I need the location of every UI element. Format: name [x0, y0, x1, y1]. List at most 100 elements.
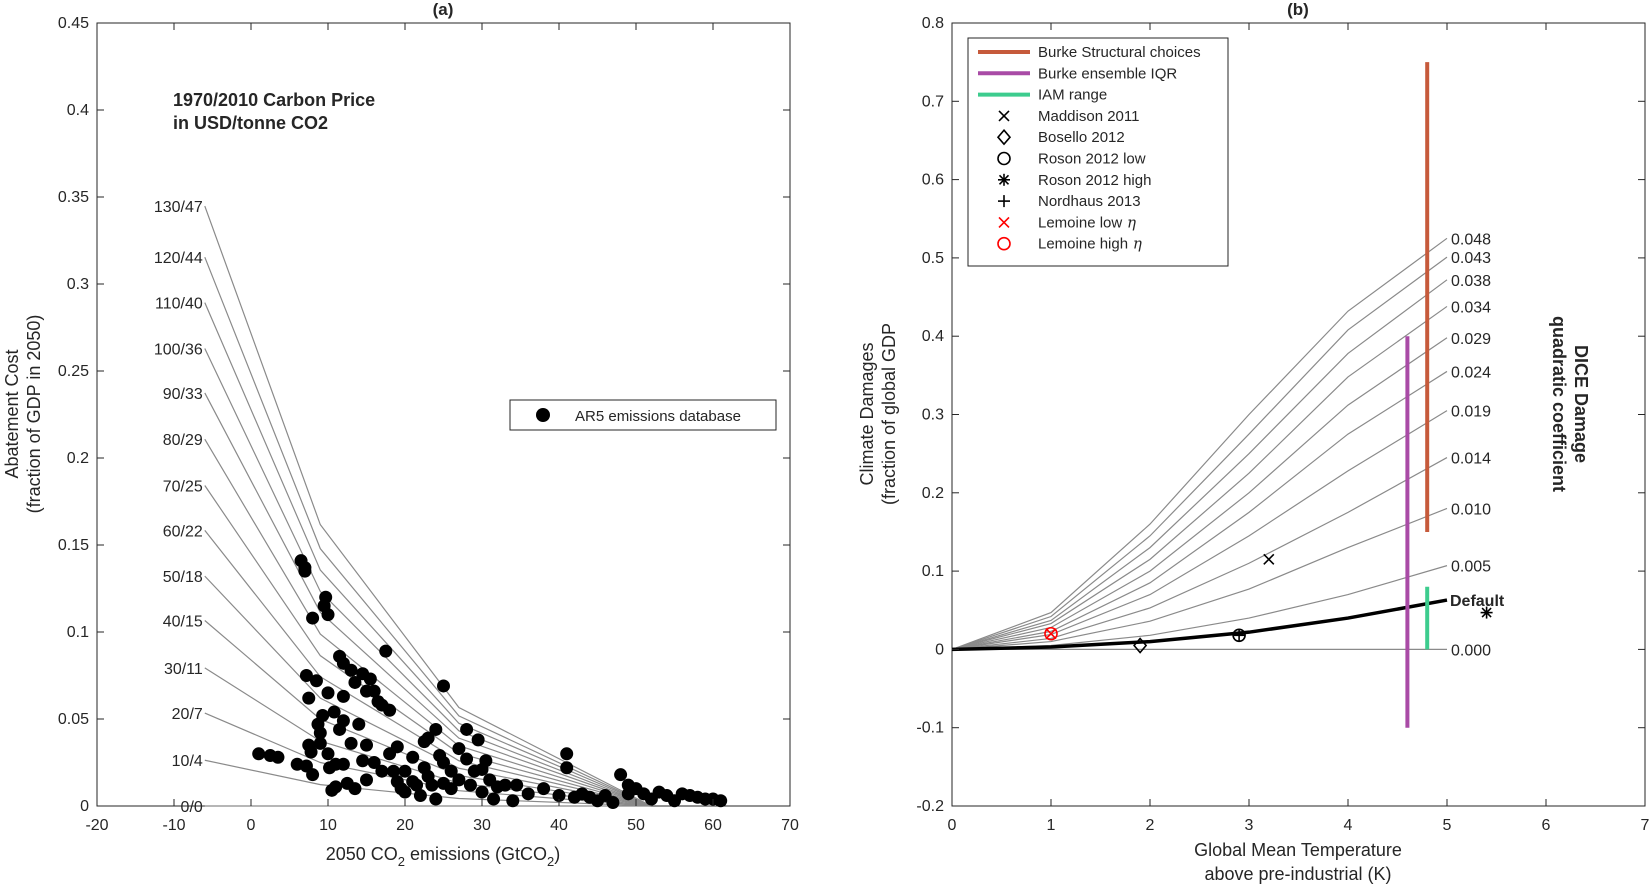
dice-curve-0.048 — [951, 237, 1448, 650]
price-curve-130/47 — [204, 205, 652, 807]
panel-a-ytick-label: 0 — [80, 798, 89, 815]
price-curve-120/44 — [204, 256, 652, 807]
price-curve-100/36 — [204, 348, 652, 807]
ar5-scatter-point — [487, 792, 501, 806]
ar5-scatter-point — [444, 782, 458, 796]
panel-b-xtick-label: 5 — [1443, 817, 1452, 834]
ar5-scatter-point — [437, 756, 450, 769]
panel-b-ytick-label: -0.2 — [916, 798, 944, 815]
panel-a-xlabel: 2050 CO2 emissions (GtCO2) — [326, 844, 561, 869]
ar5-scatter-point — [271, 750, 285, 764]
ar5-scatter-point — [606, 796, 620, 810]
dice-curve-0.014 — [951, 457, 1448, 650]
price-curve-label: 110/40 — [155, 296, 203, 313]
panel-b-ytick-label: 0.1 — [922, 563, 944, 580]
ar5-scatter-point — [360, 738, 373, 752]
point-maddison-2011 — [1263, 553, 1275, 565]
ar5-scatter-point — [344, 663, 358, 677]
panel-b-ytick-label: 0.2 — [922, 485, 944, 502]
panel-a-xtick-label: 70 — [781, 817, 799, 834]
ar5-scatter-point — [299, 669, 313, 682]
dice-curve-label: 0.024 — [1451, 364, 1491, 381]
panel-b-damage-curves: 0.048 0.043 0.038 0.034 0.029 0.024 0.019 0.014… — [951, 231, 1505, 659]
dice-curve-label: 0.034 — [1451, 299, 1491, 316]
price-curve-label: 100/36 — [154, 342, 203, 359]
price-curve-label: 80/29 — [163, 432, 203, 449]
point-lemoine-low-η — [1045, 628, 1057, 640]
point-roson-2012-high — [1480, 606, 1493, 619]
legend-point-marker — [998, 216, 1010, 228]
legend-point-marker — [997, 236, 1011, 251]
panel-a-xtick-label: 40 — [550, 817, 568, 834]
legend-label: Nordhaus 2013 — [1038, 193, 1141, 210]
panel-a-xtick-label: -10 — [162, 817, 185, 834]
ar5-scatter-point — [714, 794, 728, 808]
legend-label: Bosello 2012 — [1038, 129, 1125, 146]
panel-a-price-curves: 0/0 10/4 20/7 30/11 40/15 50/18 60/22 70/25 80/2… — [154, 199, 652, 816]
ar5-scatter-point — [460, 722, 474, 736]
price-curve-label: 90/33 — [163, 386, 203, 403]
price-curve-label: 30/11 — [164, 661, 203, 678]
panel-a-ylabel-line1: Abatement Cost — [2, 349, 22, 478]
price-curve-90/33 — [204, 392, 652, 807]
point-nordhaus-2013 — [1233, 629, 1246, 642]
ar5-scatter-point — [316, 709, 330, 723]
dice-curve-0.010 — [951, 507, 1448, 650]
panel-b-ytick-label: -0.1 — [916, 720, 944, 737]
panel-b-xtick-label: 6 — [1542, 817, 1551, 834]
panel-b-ytick-label: 0.3 — [922, 407, 944, 424]
panel-a-xtick-label: 30 — [473, 817, 491, 834]
panel-a-ytick-label: 0.45 — [58, 15, 89, 32]
ar5-scatter-point — [306, 768, 320, 782]
legend-point-marker — [996, 128, 1012, 146]
diamond-marker-shape — [996, 128, 1012, 146]
legend-label: Roson 2012 high — [1038, 172, 1151, 189]
panel-b-ytick-label: 0 — [935, 641, 944, 658]
ar5-scatter-point — [475, 785, 489, 799]
panel-a-xlabel-sub1: 2 — [398, 854, 405, 869]
panel-b-ylabel-line1: Climate Damages — [857, 342, 877, 485]
ar5-scatter-point — [506, 794, 520, 808]
panel-a-ytick-label: 0.4 — [67, 102, 89, 119]
ar5-scatter-point — [390, 740, 404, 754]
panel-a-ytick-label: 0.2 — [67, 450, 89, 467]
panel-b-xtick-label: 3 — [1245, 817, 1254, 834]
x-marker-stroke — [1263, 553, 1275, 565]
dice-default-label: Default — [1450, 593, 1505, 610]
point-lemoine-high-η — [1044, 626, 1058, 641]
ar5-scatter-point — [306, 611, 320, 625]
dice-curve-label: 0.000 — [1451, 642, 1491, 659]
panel-a-ytick-label: 0.1 — [67, 624, 89, 641]
ar5-scatter-point — [460, 752, 474, 766]
ar5-scatter-point — [379, 644, 393, 658]
ar5-scatter-point — [321, 608, 335, 622]
legend-label: Lemoine high η — [1038, 235, 1142, 253]
ar5-scatter-point — [360, 773, 373, 787]
x-marker-stroke — [998, 216, 1010, 228]
panel-a-xtick-label: -20 — [85, 817, 108, 834]
ar5-scatter-point — [327, 705, 341, 719]
panel-a-ytick-label: 0.05 — [58, 711, 89, 728]
panel-b-xtick-label: 7 — [1641, 817, 1650, 834]
ar5-scatter-point — [406, 750, 420, 764]
carbon-price-annotation-line1: 1970/2010 Carbon Price — [173, 90, 375, 110]
ar5-scatter-point — [313, 736, 327, 750]
dice-curve-label: 0.005 — [1451, 559, 1491, 576]
panel-a-xlabel-part1: 2050 CO — [326, 844, 398, 864]
legend-point-marker — [998, 195, 1010, 208]
ar5-scatter-point — [304, 745, 318, 759]
ar5-scatter-point — [375, 764, 389, 778]
ar5-scatter-point — [363, 672, 377, 686]
ar5-scatter-point — [463, 778, 477, 792]
dice-curve-label: 0.043 — [1451, 250, 1491, 267]
price-curve-50/18 — [204, 575, 652, 807]
dice-curve-label: 0.019 — [1451, 404, 1491, 421]
ar5-scatter-point — [479, 754, 493, 768]
dice-curve-0.038 — [951, 279, 1448, 650]
legend-label: Lemoine low η — [1038, 213, 1136, 231]
circle-marker-shape — [1044, 626, 1058, 641]
legend-point-marker — [997, 151, 1011, 166]
dice-curve-label: 0.038 — [1451, 273, 1491, 290]
price-curve-80/29 — [204, 438, 652, 807]
x-marker-stroke — [1045, 628, 1057, 640]
